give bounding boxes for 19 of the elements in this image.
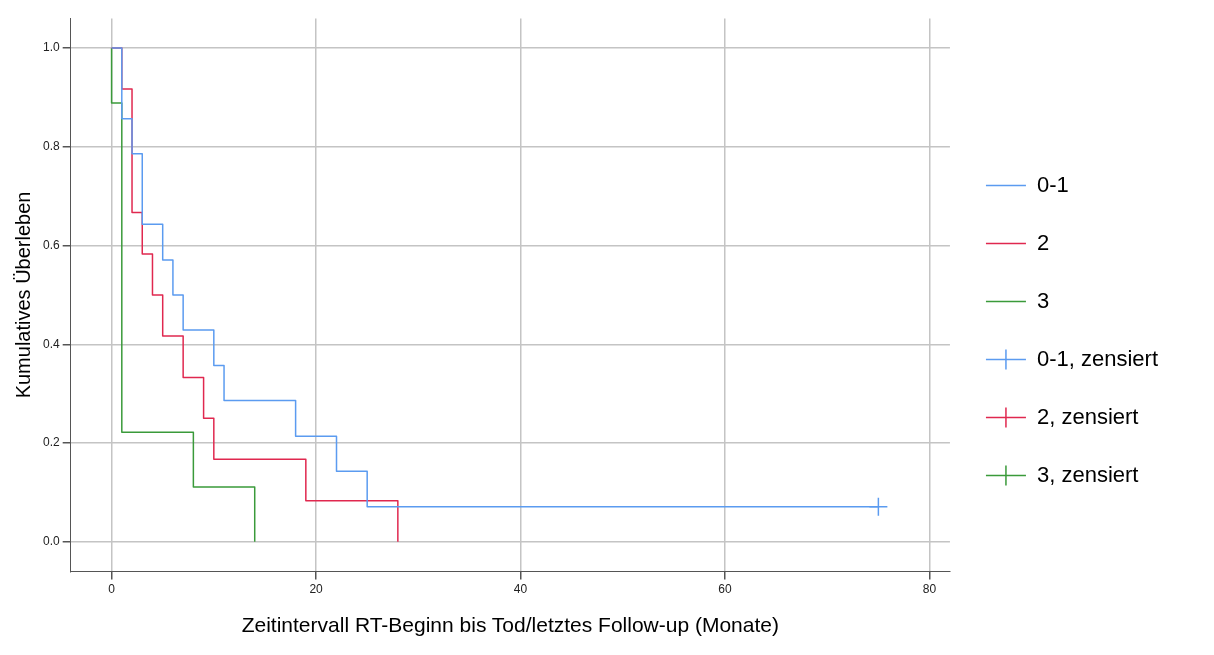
legend-label: 0-1 (1036, 171, 1069, 197)
y-axis-title: Kumulatives Überleben (11, 191, 34, 399)
x-tick-label: 0 (108, 581, 116, 596)
x-tick-label: 60 (718, 581, 733, 596)
legend-label: 2, zensiert (1036, 403, 1139, 429)
legend-label: 3 (1036, 287, 1050, 313)
x-tick-label: 40 (513, 581, 528, 596)
y-tick-label: 0.6 (42, 237, 60, 252)
y-tick-label: 0.8 (42, 139, 60, 154)
legend-label: 2 (1036, 229, 1050, 255)
y-tick-label: 0.0 (42, 534, 60, 549)
legend-label: 3, zensiert (1036, 461, 1139, 487)
legend-label: 0-1, zensiert (1036, 345, 1159, 371)
x-axis-title: Zeitintervall RT-Beginn bis Tod/letztes Follow-up (Monate) (241, 613, 779, 637)
y-tick-label: 1.0 (42, 40, 60, 55)
x-tick-label: 80 (922, 581, 937, 596)
y-tick-label: 0.2 (42, 435, 60, 450)
x-tick-label: 20 (309, 581, 324, 596)
y-tick-label: 0.4 (42, 336, 60, 351)
